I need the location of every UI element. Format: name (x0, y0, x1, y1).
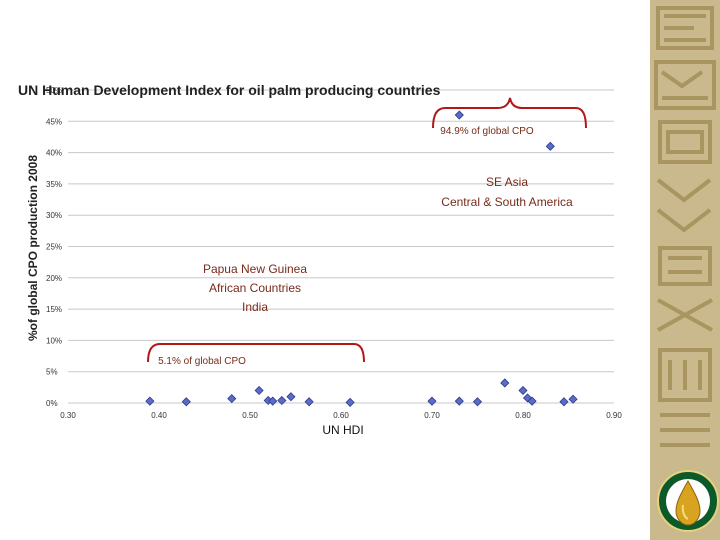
data-point (472, 397, 483, 407)
y-tick-label: 45% (46, 117, 62, 126)
data-point (304, 397, 314, 407)
x-tick-label: 0.60 (333, 411, 349, 420)
x-tick-label: 0.90 (606, 411, 622, 420)
x-tick-label: 0.40 (151, 411, 167, 420)
y-tick-label: 40% (46, 149, 62, 158)
tribal-pattern-graphic (654, 6, 716, 447)
x-axis-ticks: 0.30 0.40 0.50 0.60 0.70 0.80 0.90 (60, 411, 622, 420)
data-point (427, 396, 437, 406)
upper-region-1: SE Asia (486, 175, 528, 189)
y-tick-label: 20% (46, 274, 62, 283)
y-tick-label: 50% (46, 86, 62, 95)
x-tick-label: 0.50 (242, 411, 258, 420)
upper-share-annotation: 94.9% of global CPO (440, 126, 534, 137)
data-point (277, 395, 287, 406)
data-point (568, 394, 578, 404)
x-tick-label: 0.80 (515, 411, 531, 420)
data-point (559, 397, 569, 407)
chart-title: UN Human Development Index for oil palm … (18, 82, 441, 98)
data-points (145, 110, 578, 407)
data-point (454, 110, 464, 120)
data-point (500, 378, 510, 388)
upper-region-2: Central & South America (441, 195, 573, 209)
y-tick-label: 25% (46, 243, 62, 252)
data-point (454, 396, 464, 406)
bracket-annotations (147, 97, 587, 363)
lower-region-1: Papua New Guinea (203, 262, 307, 276)
palm-oil-drop-logo (656, 465, 720, 535)
gridlines (68, 89, 614, 404)
y-axis-ticks: 0% 5% 10% 15% 20% 25% 30% 35% 40% 45% 50% (46, 86, 62, 408)
data-point (345, 397, 355, 407)
lower-region-3: India (242, 300, 268, 314)
data-point (286, 392, 296, 402)
data-point (227, 394, 237, 404)
scatter-chart: 0% 5% 10% 15% 20% 25% 30% 35% 40% 45% 50% 0.30 0.40… (18, 82, 622, 437)
y-tick-label: 10% (46, 336, 62, 345)
x-tick-label: 0.30 (60, 411, 76, 420)
y-axis-label: %of global CPO production 2008 (26, 155, 40, 341)
decorative-side-panel (650, 0, 720, 540)
lower-bracket (147, 343, 365, 363)
data-point (254, 385, 264, 396)
y-tick-label: 0% (46, 399, 58, 408)
lower-share-annotation: 5.1% of global CPO (158, 356, 246, 367)
data-point (145, 396, 155, 406)
data-point (268, 396, 278, 406)
y-tick-label: 30% (46, 211, 62, 220)
y-tick-label: 15% (46, 305, 62, 314)
x-axis-label: UN HDI (322, 423, 363, 437)
data-point (545, 141, 555, 151)
y-tick-label: 5% (46, 368, 58, 377)
y-tick-label: 35% (46, 180, 62, 189)
data-point (527, 396, 537, 406)
lower-region-2: African Countries (209, 281, 301, 295)
upper-bracket (432, 97, 587, 129)
data-point (181, 397, 191, 407)
x-tick-label: 0.70 (424, 411, 440, 420)
data-point (518, 385, 528, 396)
